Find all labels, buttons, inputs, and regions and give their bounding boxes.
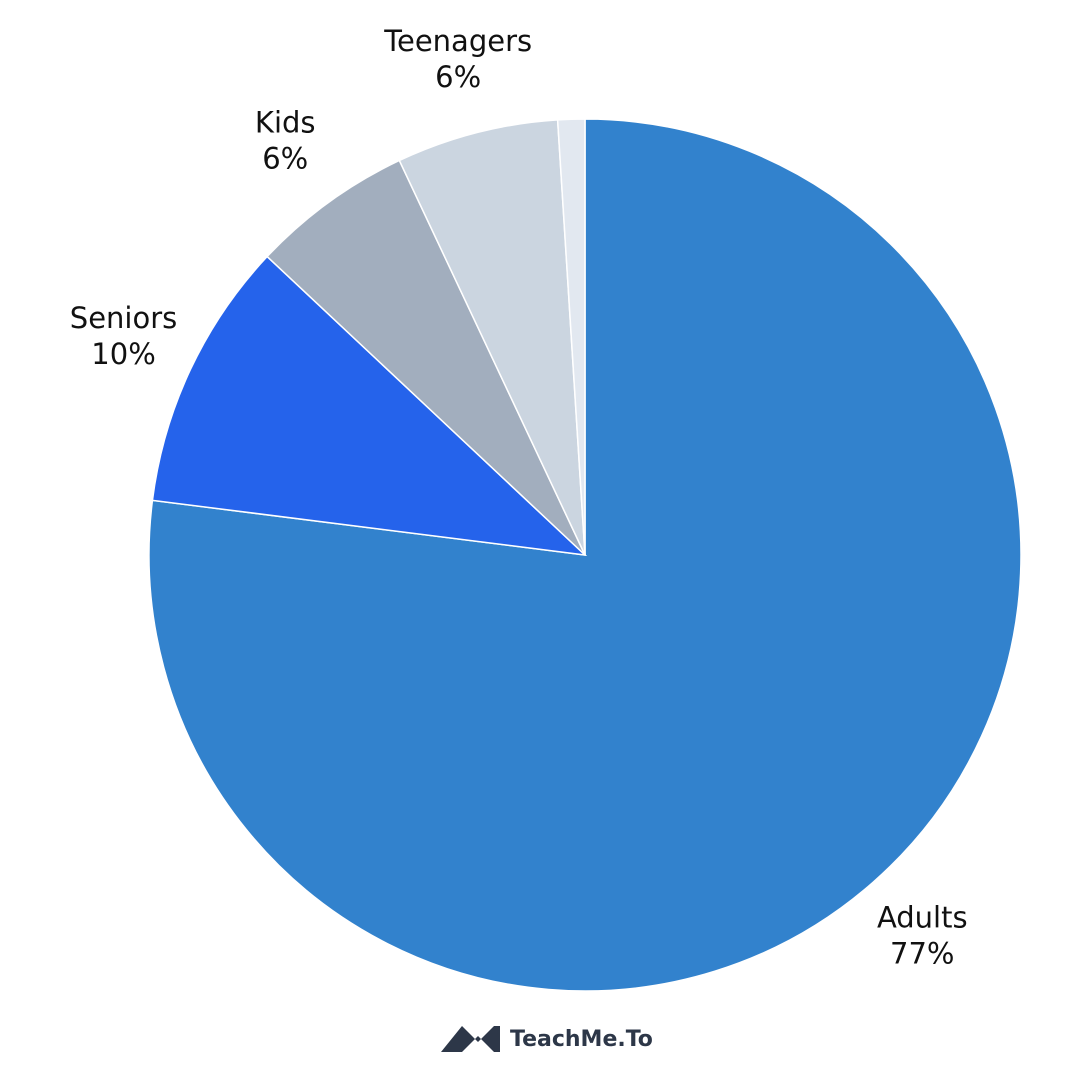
slice-value-label: 6% [262,141,308,175]
slice-label: Seniors [70,301,177,335]
pie-slice [398,119,586,556]
slice-label: Teenagers [383,24,532,58]
slice-value-label: 10% [91,337,155,371]
slice-label: Adults [877,901,968,935]
pie-slice [266,159,586,556]
pie-slice [556,118,586,556]
pie-slice [148,118,1022,992]
slice-value-label: 77% [890,937,954,971]
logo-icon [441,1026,500,1052]
slice-label: Kids [255,105,316,139]
logo-text: TeachMe.To [510,1027,653,1052]
pie-slice [151,255,588,557]
slice-value-label: 6% [435,60,481,94]
logo: TeachMe.To [441,1026,653,1052]
pie [148,118,1022,992]
